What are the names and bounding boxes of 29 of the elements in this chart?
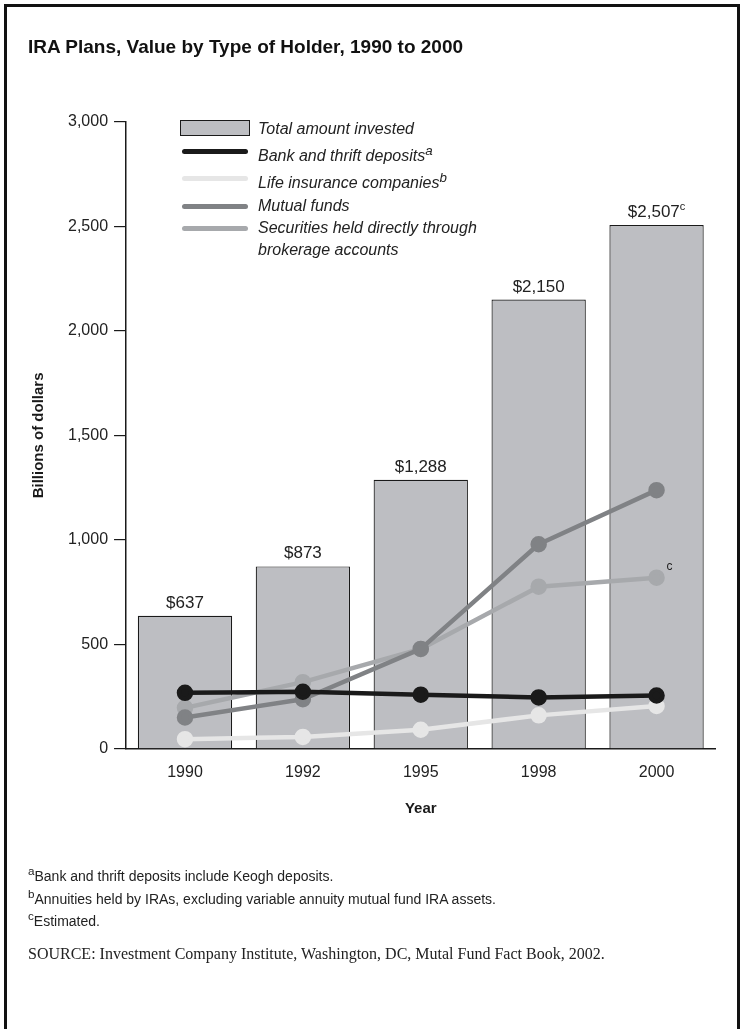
data-label: $873	[283, 543, 322, 563]
y-tick-label: 0	[99, 739, 109, 757]
x-tick-label: 2000	[638, 762, 675, 780]
y-tick-label: 2,000	[67, 321, 109, 339]
y-axis-title: Billions of dollars	[29, 372, 47, 499]
text: $^{c}$Estimated.	[28, 908, 101, 930]
x-tick-label: 1995	[402, 762, 439, 780]
y-tick-label: 500	[81, 634, 109, 652]
x-tick-label: 1990	[167, 762, 203, 780]
legend-label: Life insurance companies$^{b}$	[258, 169, 447, 194]
data-label: $637	[166, 592, 204, 612]
y-tick-label: 2,500	[67, 216, 109, 234]
x-axis-title: Year	[404, 799, 437, 817]
text: $^{a}$Bank and thrift deposits include Keogh deposits.	[28, 863, 335, 885]
x-tick-label: 1998	[520, 762, 557, 780]
text: $^{b}$Annuities held by IRAs, excluding variable annuity mutual fund IRA assets.	[28, 885, 496, 908]
chart-title: IRA Plans, Value by Type of Holder, 1990 to 2000	[28, 36, 464, 58]
legend-label: Total amount invested	[258, 119, 414, 139]
x-tick-label: 1992	[285, 762, 321, 780]
legend-label: Securities held directly through brokerage accounts	[258, 217, 478, 260]
data-label: $1,288	[394, 456, 447, 476]
y-tick-label: 1,500	[67, 425, 109, 443]
annotation: c	[666, 558, 673, 573]
data-label: $2,150	[512, 276, 565, 296]
y-tick-label: 1,000	[67, 530, 109, 548]
y-tick-label: 3,000	[67, 112, 109, 130]
legend-label: Mutual funds	[258, 195, 350, 216]
legend-label: Bank and thrift deposits$^{a}$	[258, 142, 433, 167]
source-note: SOURCE: Investment Company Institute, Washington, DC, Mutal Fund Fact Book, 2002.	[28, 944, 606, 965]
